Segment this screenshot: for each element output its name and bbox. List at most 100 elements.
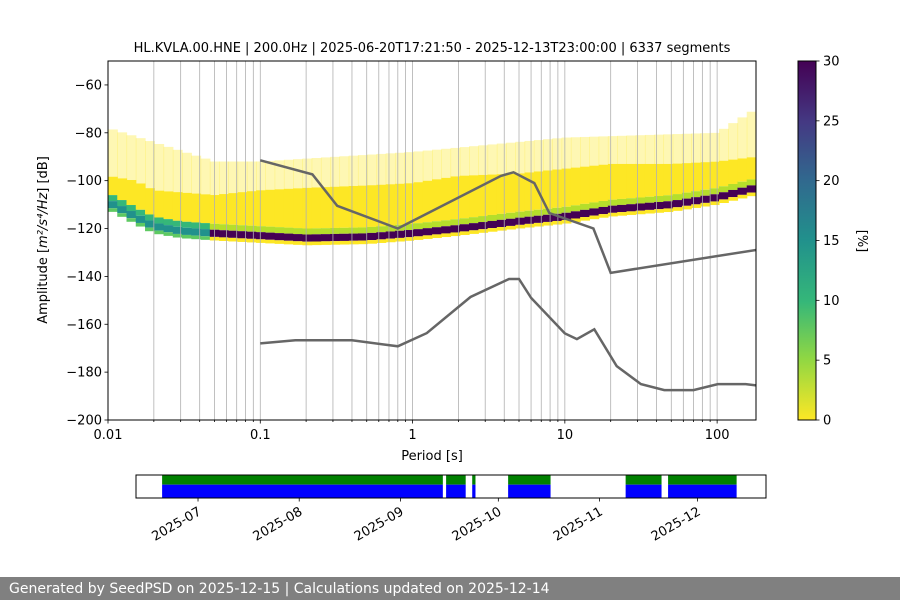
heat-mode-cell (700, 195, 711, 203)
x-tick-label: 1 (408, 428, 416, 443)
heat-band-cell (339, 186, 350, 228)
heat-outlier-cell (746, 111, 756, 158)
heat-lower-cell (108, 208, 118, 212)
heat-mid-cell (413, 223, 424, 230)
heat-mid-cell (367, 226, 378, 233)
heat-mode-cell (626, 204, 637, 212)
heat-band-cell (293, 188, 303, 229)
heat-mode-cell (728, 189, 739, 198)
heat-band-cell (441, 177, 452, 221)
heat-mid-cell (145, 214, 155, 221)
heat-lower-cell (413, 236, 424, 240)
heat-lower-cell (515, 224, 526, 229)
heat-mode-cell (302, 234, 313, 242)
heat-outlier-cell (154, 143, 165, 191)
heat-mid-cell (626, 198, 637, 205)
timeline-gap-bar (625, 475, 662, 485)
heat-lower-cell (654, 209, 665, 213)
heat-outlier-cell (311, 157, 322, 188)
heat-band-cell (654, 163, 665, 197)
heat-band-cell (432, 179, 442, 222)
heat-outlier-cell (709, 132, 720, 162)
heat-lower-cell (506, 225, 516, 230)
heat-mid-cell (422, 222, 433, 229)
heat-mid-cell (320, 228, 331, 235)
heat-mid-cell (339, 227, 350, 234)
y-tick-label: −80 (75, 126, 102, 141)
heat-lower-cell (422, 235, 433, 239)
y-tick-label: −180 (66, 366, 102, 381)
heat-lower-cell (533, 222, 544, 227)
chart-title: HL.KVLA.00.HNE | 200.0Hz | 2025-06-20T17… (134, 41, 731, 56)
data-availability-timeline: 2025-07 2025-08 2025-09 2025-10 2025-11 2025-… (135, 474, 767, 545)
heat-lower-cell (450, 232, 461, 237)
heat-lower-cell (404, 237, 415, 241)
heat-mode-cell (543, 214, 553, 222)
timeline-tick-label: 2025-10 (450, 504, 505, 544)
heat-lower-cell (191, 235, 202, 240)
heat-mode-cell (589, 208, 600, 216)
footer-text: Generated by SeedPSD on 2025-12-15 | Cal… (9, 581, 550, 597)
heat-mode-cell (228, 230, 239, 238)
heat-lower-cell (135, 222, 146, 227)
heat-band-cell (117, 178, 128, 201)
heat-lower-cell (709, 201, 720, 206)
heat-mode-cell (737, 187, 748, 195)
heat-lower-cell (617, 212, 627, 216)
heat-lower-cell (228, 237, 239, 242)
heat-band-cell (459, 175, 470, 219)
heat-lower-cell (663, 208, 674, 213)
heat-outlier-cell (172, 149, 183, 193)
heat-mode-cell (117, 206, 128, 214)
heat-mid-cell (191, 222, 202, 229)
heat-mid-cell (246, 225, 257, 232)
heat-mid-cell (357, 227, 368, 234)
heat-mode-cell (376, 232, 387, 240)
heat-mid-cell (469, 217, 479, 224)
heat-mid-cell (182, 221, 192, 228)
heat-outlier-cell (552, 138, 563, 170)
heat-band-cell (228, 193, 239, 225)
heat-lower-cell (117, 213, 128, 217)
heat-band-cell (663, 163, 674, 196)
heat-outlier-cell (570, 137, 581, 168)
heat-mid-cell (672, 194, 683, 201)
heat-outlier-cell (635, 135, 646, 164)
heat-lower-cell (691, 204, 702, 208)
heat-band-cell (552, 169, 563, 208)
heat-lower-cell (357, 240, 368, 245)
noise-models (259, 159, 756, 392)
heat-outlier-cell (441, 148, 452, 178)
heat-mode-cell (246, 231, 257, 239)
heat-mode-cell (552, 213, 563, 221)
heat-band-cell (607, 163, 618, 200)
heat-outlier-cell (376, 153, 387, 185)
x-tick-label: 10 (557, 428, 574, 443)
heat-lower-cell (626, 211, 637, 215)
period-gridlines (108, 61, 718, 420)
heat-lower-cell (478, 229, 489, 233)
heat-outlier-cell (533, 140, 544, 172)
heat-band-cell (283, 188, 294, 228)
heat-band-cell (718, 160, 729, 187)
heat-mid-cell (552, 207, 563, 214)
heat-outlier-cell (737, 117, 748, 159)
heat-band-cell (394, 183, 405, 225)
heat-outlier-cell (283, 159, 294, 189)
heat-outlier-cell (357, 155, 368, 186)
y-tick-label: −100 (66, 174, 102, 189)
heat-outlier-cell (432, 149, 442, 180)
heat-outlier-cell (339, 156, 350, 187)
colorbar-label: [%] (854, 230, 869, 253)
heat-outlier-cell (320, 157, 331, 188)
heat-lower-cell (200, 236, 211, 240)
heat-mid-cell (441, 220, 452, 227)
heat-mid-cell (163, 219, 174, 226)
heat-band-cell (246, 191, 257, 226)
heat-band-cell (598, 164, 609, 201)
heat-mid-cell (737, 181, 748, 188)
heat-mid-cell (200, 223, 211, 230)
heat-lower-cell (728, 197, 739, 201)
timeline-tick-label: 2025-11 (551, 504, 606, 544)
heat-lower-cell (598, 214, 609, 218)
